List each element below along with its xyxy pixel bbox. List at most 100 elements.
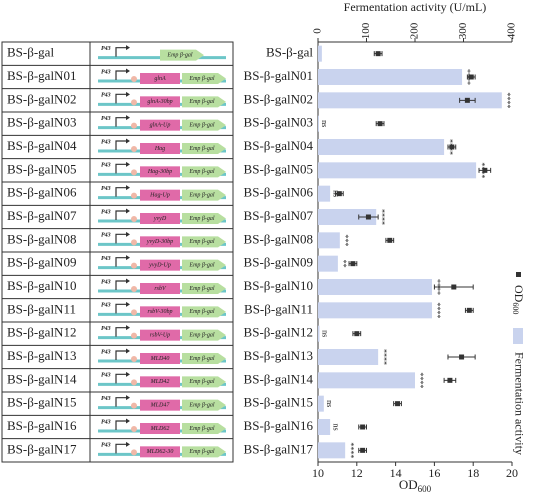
- reporter-arrow: [182, 96, 226, 108]
- reporter-label: Emp β-gal: [188, 216, 214, 222]
- significance-label: ****: [503, 92, 512, 108]
- gene-box: [140, 119, 180, 131]
- legend-swatch: [516, 272, 521, 277]
- bar: [318, 325, 320, 342]
- gene-box: [140, 259, 180, 271]
- arrow-head: [126, 115, 130, 121]
- significance-label: ns: [321, 330, 330, 337]
- gene-label: yvyD-Up: [148, 263, 171, 269]
- promoter-arrow: [115, 373, 126, 384]
- promoter-arrow: [115, 327, 126, 337]
- reporter-label: Emp β-gal: [166, 53, 192, 59]
- reporter-arrow: [182, 119, 226, 131]
- reporter-label: Emp β-gal: [188, 123, 214, 129]
- rbs: [131, 332, 137, 339]
- rbs: [131, 192, 137, 199]
- rbs: [131, 239, 137, 246]
- rbs: [131, 379, 137, 386]
- arrow-head: [126, 278, 130, 284]
- y-tick-label: BS-β-galN15: [244, 395, 313, 410]
- gene-box: [140, 213, 180, 224]
- promoter-label: P43: [101, 116, 111, 122]
- x2-title-main: OD: [399, 477, 418, 492]
- gene-box: [140, 399, 180, 411]
- reporter-arrow: [182, 283, 226, 294]
- bar: [318, 372, 415, 389]
- promoter-arrow: [115, 117, 126, 127]
- x2-tick-label: 10: [312, 466, 324, 480]
- promoter-arrow: [115, 163, 126, 174]
- x2-title-sub: 600: [418, 484, 432, 493]
- row-name: BS-β-galN12: [7, 325, 76, 340]
- y-tick-label: BS-β-galN16: [244, 418, 314, 433]
- promoter-arrow: [115, 93, 126, 104]
- rbs: [131, 146, 137, 152]
- reporter-label: Emp β-gal: [188, 309, 214, 315]
- arrow-head: [126, 231, 130, 237]
- reporter-arrow: [182, 236, 226, 248]
- gene-box: [140, 353, 180, 364]
- arrow-head: [126, 395, 130, 401]
- promoter-label: P43: [101, 373, 111, 379]
- row-name: BS-β-galN15: [7, 395, 76, 410]
- od-point: [387, 237, 393, 243]
- bar: [318, 45, 322, 62]
- significance-label: ns: [325, 400, 334, 407]
- promoter-arrow: [115, 350, 126, 360]
- gene-label: MLD42: [150, 378, 170, 385]
- y-tick-label: BS-β-galN06: [244, 185, 314, 200]
- significance-label: ****: [377, 209, 386, 225]
- gene-label: rsbV-30bp: [147, 309, 172, 315]
- promoter-label: P43: [101, 396, 111, 402]
- gene-box: [140, 329, 180, 341]
- gene-label: yvyD-30bp: [146, 239, 173, 245]
- od-point: [464, 97, 470, 103]
- legend-label: Fermentation activity: [512, 352, 526, 455]
- promoter-label: P43: [101, 46, 111, 52]
- arrow-head: [126, 185, 130, 191]
- arrow-head: [126, 255, 130, 261]
- gene-box: [140, 423, 180, 434]
- reporter-arrow: [182, 143, 226, 154]
- gene-label: Hag: [154, 146, 165, 152]
- y-tick-label: BS-β-galN10: [244, 278, 313, 293]
- gene-label: MLD62-30: [146, 449, 174, 455]
- y-tick-label: BS-β-galN13: [244, 348, 313, 363]
- reporter-arrow: [182, 73, 226, 84]
- bar: [318, 185, 331, 202]
- arrow-head: [126, 301, 130, 307]
- arrow-head: [126, 208, 130, 214]
- od-point: [451, 284, 457, 290]
- rbs: [131, 426, 137, 432]
- promoter-arrow: [115, 397, 126, 407]
- reporter-label: Emp β-gal: [188, 379, 214, 385]
- bar: [318, 209, 377, 225]
- od-point: [395, 401, 401, 407]
- arrow-head: [126, 325, 130, 331]
- bar: [318, 349, 379, 365]
- od-point: [360, 447, 366, 453]
- row-name: BS-β-galN17: [7, 441, 77, 456]
- significance-label: ****: [379, 349, 388, 365]
- gene-box: [140, 446, 180, 458]
- reporter-label: Emp β-gal: [188, 333, 214, 339]
- bar: [318, 419, 331, 435]
- row-name: BS-β-galN03: [7, 115, 76, 130]
- bar: [318, 92, 502, 109]
- bar: [318, 255, 338, 272]
- x-tick-label: 100: [360, 22, 372, 39]
- y-tick-label: BS-β-galN12: [244, 325, 313, 340]
- rbs: [131, 449, 137, 456]
- promoter-label: P43: [101, 69, 111, 75]
- od-point: [449, 144, 455, 150]
- x2-tick-label: 14: [390, 466, 402, 480]
- x2-tick-label: 18: [467, 466, 479, 480]
- gene-label: glnA-Up: [150, 123, 171, 129]
- row-name: BS-β-galN07: [7, 208, 77, 223]
- od-point: [468, 74, 474, 80]
- gene-label: glnA: [154, 76, 166, 82]
- bar: [318, 69, 463, 85]
- significance-label: ****: [433, 302, 442, 318]
- arrow-head: [126, 371, 130, 377]
- reporter-arrow: [182, 446, 226, 458]
